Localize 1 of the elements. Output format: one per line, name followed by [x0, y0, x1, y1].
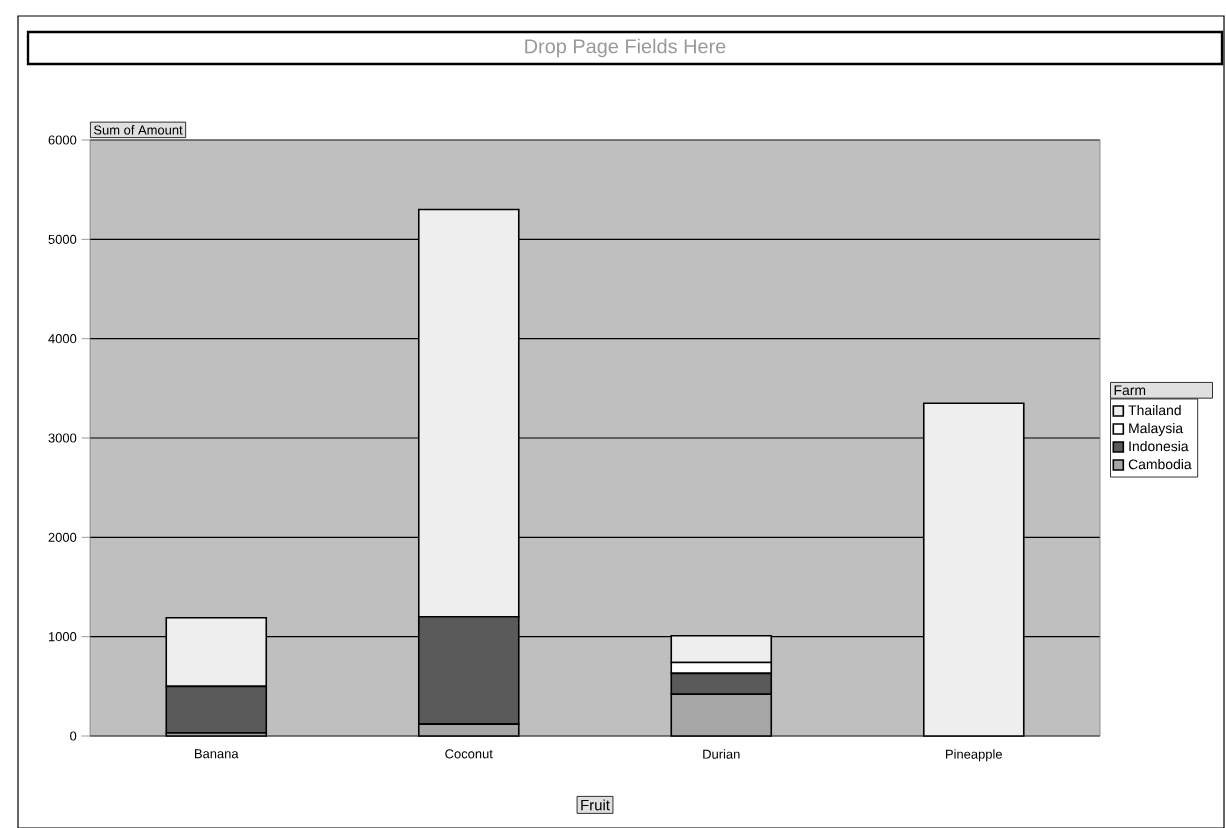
text: Drop Page Fields Here: [525, 38, 726, 58]
